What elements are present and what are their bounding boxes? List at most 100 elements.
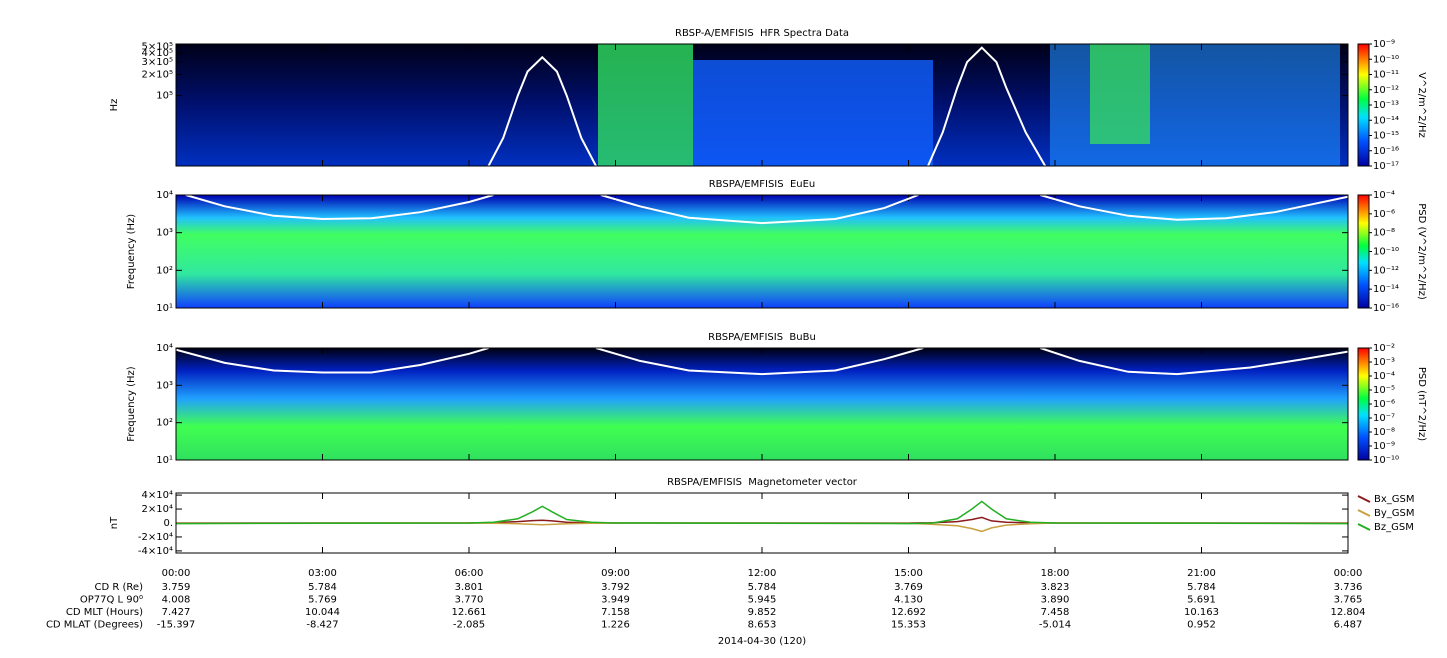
x-axis-label: 2014-04-30 (120) xyxy=(718,636,806,647)
ephemeris-value: 5.691 xyxy=(1187,595,1216,606)
x-tick-label: 18:00 xyxy=(1041,568,1070,579)
ephemeris-value: 12.804 xyxy=(1331,607,1366,618)
ephemeris-value: 5.784 xyxy=(748,582,777,593)
series-line xyxy=(176,500,1348,525)
ephemeris-value: 9.852 xyxy=(748,607,777,618)
x-tick-label: 15:00 xyxy=(894,568,923,579)
x-tick-label: 21:00 xyxy=(1187,568,1216,579)
panel-title: RBSPA/EMFISIS Magnetometer vector xyxy=(667,477,858,488)
ephemeris-label: CD R (Re) xyxy=(95,582,144,593)
y-axis-label: Hz xyxy=(109,99,120,112)
y-tick-label: -2×10⁴ xyxy=(138,532,173,543)
plot-frame xyxy=(175,194,1349,309)
panel-title: RBSP-A/EMFISIS HFR Spectra Data xyxy=(675,28,849,39)
ephemeris-label: OP77Q L 90⁰ xyxy=(80,595,143,606)
ephemeris-value: 10.044 xyxy=(305,607,340,618)
y-tick-label: 2×10⁴ xyxy=(142,504,173,515)
x-tick-label: 03:00 xyxy=(308,568,337,579)
panel-title: RBSPA/EMFISIS BuBu xyxy=(708,332,816,343)
colorbar-tick-label: 10⁻¹⁴ xyxy=(1373,284,1399,295)
colorbar-tick-label: 10⁻⁵ xyxy=(1373,385,1395,396)
ephemeris-value: 10.163 xyxy=(1184,607,1219,618)
series-line xyxy=(176,516,1348,524)
colorbar-tick-label: 10⁻¹⁰ xyxy=(1373,455,1399,466)
x-tick-label: 06:00 xyxy=(455,568,484,579)
y-tick-label: 10¹ xyxy=(156,303,173,314)
y-tick-label: 4×10⁴ xyxy=(142,490,173,501)
ephemeris-value: 3.769 xyxy=(894,582,923,593)
colorbar xyxy=(1357,347,1370,461)
ephemeris-value: 5.784 xyxy=(308,582,337,593)
ephemeris-value: 3.823 xyxy=(1041,582,1070,593)
ephemeris-value: 12.661 xyxy=(452,607,487,618)
ephemeris-value: 3.765 xyxy=(1334,595,1363,606)
y-tick-label: 10³ xyxy=(156,380,173,391)
y-tick-label: 10³ xyxy=(156,228,173,239)
panel-title: RBSPA/EMFISIS EuEu xyxy=(709,179,816,190)
colorbar-tick-label: 10⁻⁹ xyxy=(1373,39,1395,50)
x-tick-label: 00:00 xyxy=(1334,568,1363,579)
colorbar-tick-label: 10⁻⁸ xyxy=(1373,228,1395,239)
colorbar-tick-label: 10⁻⁶ xyxy=(1373,399,1395,410)
colorbar-tick-label: 10⁻¹⁰ xyxy=(1373,54,1399,65)
colorbar-tick-label: 10⁻¹⁰ xyxy=(1373,247,1399,258)
ephemeris-value: 5.945 xyxy=(748,595,777,606)
colorbar xyxy=(1357,194,1370,309)
ephemeris-value: 4.130 xyxy=(894,595,923,606)
y-tick-label: 10² xyxy=(156,265,173,276)
ephemeris-value: 3.736 xyxy=(1334,582,1363,593)
y-axis-label: Frequency (Hz) xyxy=(126,366,137,442)
legend-label: By_GSM xyxy=(1374,508,1415,519)
ephemeris-value: 3.801 xyxy=(455,582,484,593)
ephemeris-value: -5.014 xyxy=(1039,620,1071,631)
fce-curve xyxy=(176,348,1348,376)
ephemeris-value: 0.952 xyxy=(1187,620,1216,631)
y-tick-label: 4×10⁵ xyxy=(142,48,173,59)
colorbar-tick-label: 10⁻¹⁶ xyxy=(1373,303,1399,314)
y-tick-label: 3×10⁵ xyxy=(142,57,173,68)
colorbar-tick-label: 10⁻¹² xyxy=(1373,265,1399,276)
colorbar-tick-label: 10⁻³ xyxy=(1373,357,1395,368)
fce-curve xyxy=(487,46,1047,166)
ephemeris-value: 4.008 xyxy=(162,595,191,606)
colorbar-tick-label: 10⁻⁴ xyxy=(1373,371,1395,382)
x-tick-label: 09:00 xyxy=(601,568,630,579)
plot-frame xyxy=(175,347,1349,461)
y-tick-label: 0. xyxy=(163,518,173,529)
y-tick-label: -4×10⁴ xyxy=(138,546,173,557)
colorbar-tick-label: 10⁻¹¹ xyxy=(1373,70,1399,81)
ephemeris-value: 3.770 xyxy=(455,595,484,606)
series-line xyxy=(176,522,1348,533)
ephemeris-value: 5.784 xyxy=(1187,582,1216,593)
ephemeris-value: 7.458 xyxy=(1041,607,1070,618)
colorbar xyxy=(1357,43,1370,167)
y-tick-label: 10⁴ xyxy=(156,190,173,201)
colorbar-tick-label: 10⁻¹⁶ xyxy=(1373,146,1399,157)
ephemeris-value: 8.653 xyxy=(748,620,777,631)
plot-frame xyxy=(175,43,1349,167)
plot-frame xyxy=(175,492,1349,554)
legend-swatch xyxy=(1357,495,1371,503)
colorbar-tick-label: 10⁻² xyxy=(1373,343,1395,354)
y-axis-label: Frequency (Hz) xyxy=(126,214,137,290)
ephemeris-label: CD MLAT (Degrees) xyxy=(46,620,143,631)
y-tick-label: 10¹ xyxy=(156,455,173,466)
x-tick-label: 12:00 xyxy=(748,568,777,579)
legend-label: Bz_GSM xyxy=(1374,522,1414,533)
ephemeris-value: -15.397 xyxy=(157,620,196,631)
legend-swatch xyxy=(1357,509,1371,517)
ephemeris-value: 7.427 xyxy=(162,607,191,618)
colorbar-tick-label: 10⁻⁸ xyxy=(1373,427,1395,438)
colorbar-label: V^2/m^2/Hz xyxy=(1416,72,1427,138)
y-tick-label: 5×10⁵ xyxy=(142,41,173,52)
ephemeris-value: 1.226 xyxy=(601,620,630,631)
spectrogram-image xyxy=(176,44,1348,460)
colorbar-tick-label: 10⁻¹³ xyxy=(1373,100,1399,111)
legend-swatch xyxy=(1357,523,1371,531)
colorbar-tick-label: 10⁻⁷ xyxy=(1373,413,1395,424)
ephemeris-value: 6.487 xyxy=(1334,620,1363,631)
colorbar-tick-label: 10⁻¹⁵ xyxy=(1373,131,1399,142)
ephemeris-value: 3.890 xyxy=(1041,595,1070,606)
colorbar-tick-label: 10⁻⁶ xyxy=(1373,209,1395,220)
